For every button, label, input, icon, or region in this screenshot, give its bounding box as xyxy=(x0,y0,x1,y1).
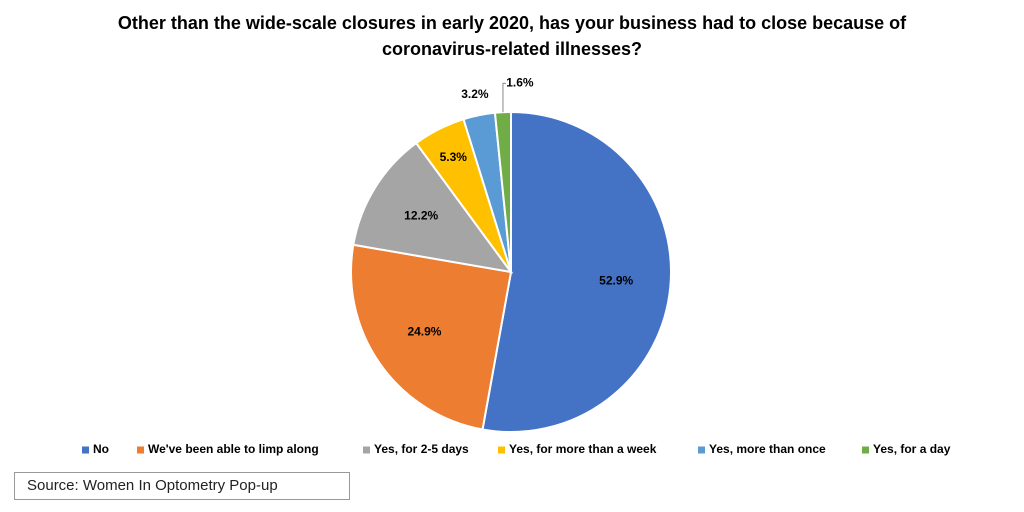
data-label: 24.9% xyxy=(407,325,441,339)
legend-swatch xyxy=(363,446,370,454)
legend-swatch xyxy=(862,446,869,454)
legend-label: Yes, for 2-5 days xyxy=(374,442,469,456)
pie-slice xyxy=(352,141,514,274)
legend-swatch xyxy=(698,446,705,454)
legend-swatch xyxy=(498,446,505,454)
legend-label: Yes, for a day xyxy=(873,442,951,456)
legend-label: Yes, for more than a week xyxy=(509,442,657,456)
legend-swatch xyxy=(137,446,144,454)
legend-label: Yes, more than once xyxy=(709,442,826,456)
data-label: 12.2% xyxy=(404,209,438,223)
leader-line xyxy=(502,82,506,113)
source-note: Source: Women In Optometry Pop-up xyxy=(14,472,350,500)
legend-label: We've been able to limp along xyxy=(148,442,319,456)
data-label: 5.3% xyxy=(440,150,468,164)
pie-slice xyxy=(481,110,672,433)
chart-title: Other than the wide-scale closures in ea… xyxy=(117,13,907,59)
data-label: 1.6% xyxy=(506,76,534,90)
pie-slice xyxy=(350,243,513,431)
data-label: 3.2% xyxy=(461,87,489,101)
legend-swatch xyxy=(82,446,89,454)
data-label: 52.9% xyxy=(599,274,633,288)
legend-label: No xyxy=(93,442,109,456)
